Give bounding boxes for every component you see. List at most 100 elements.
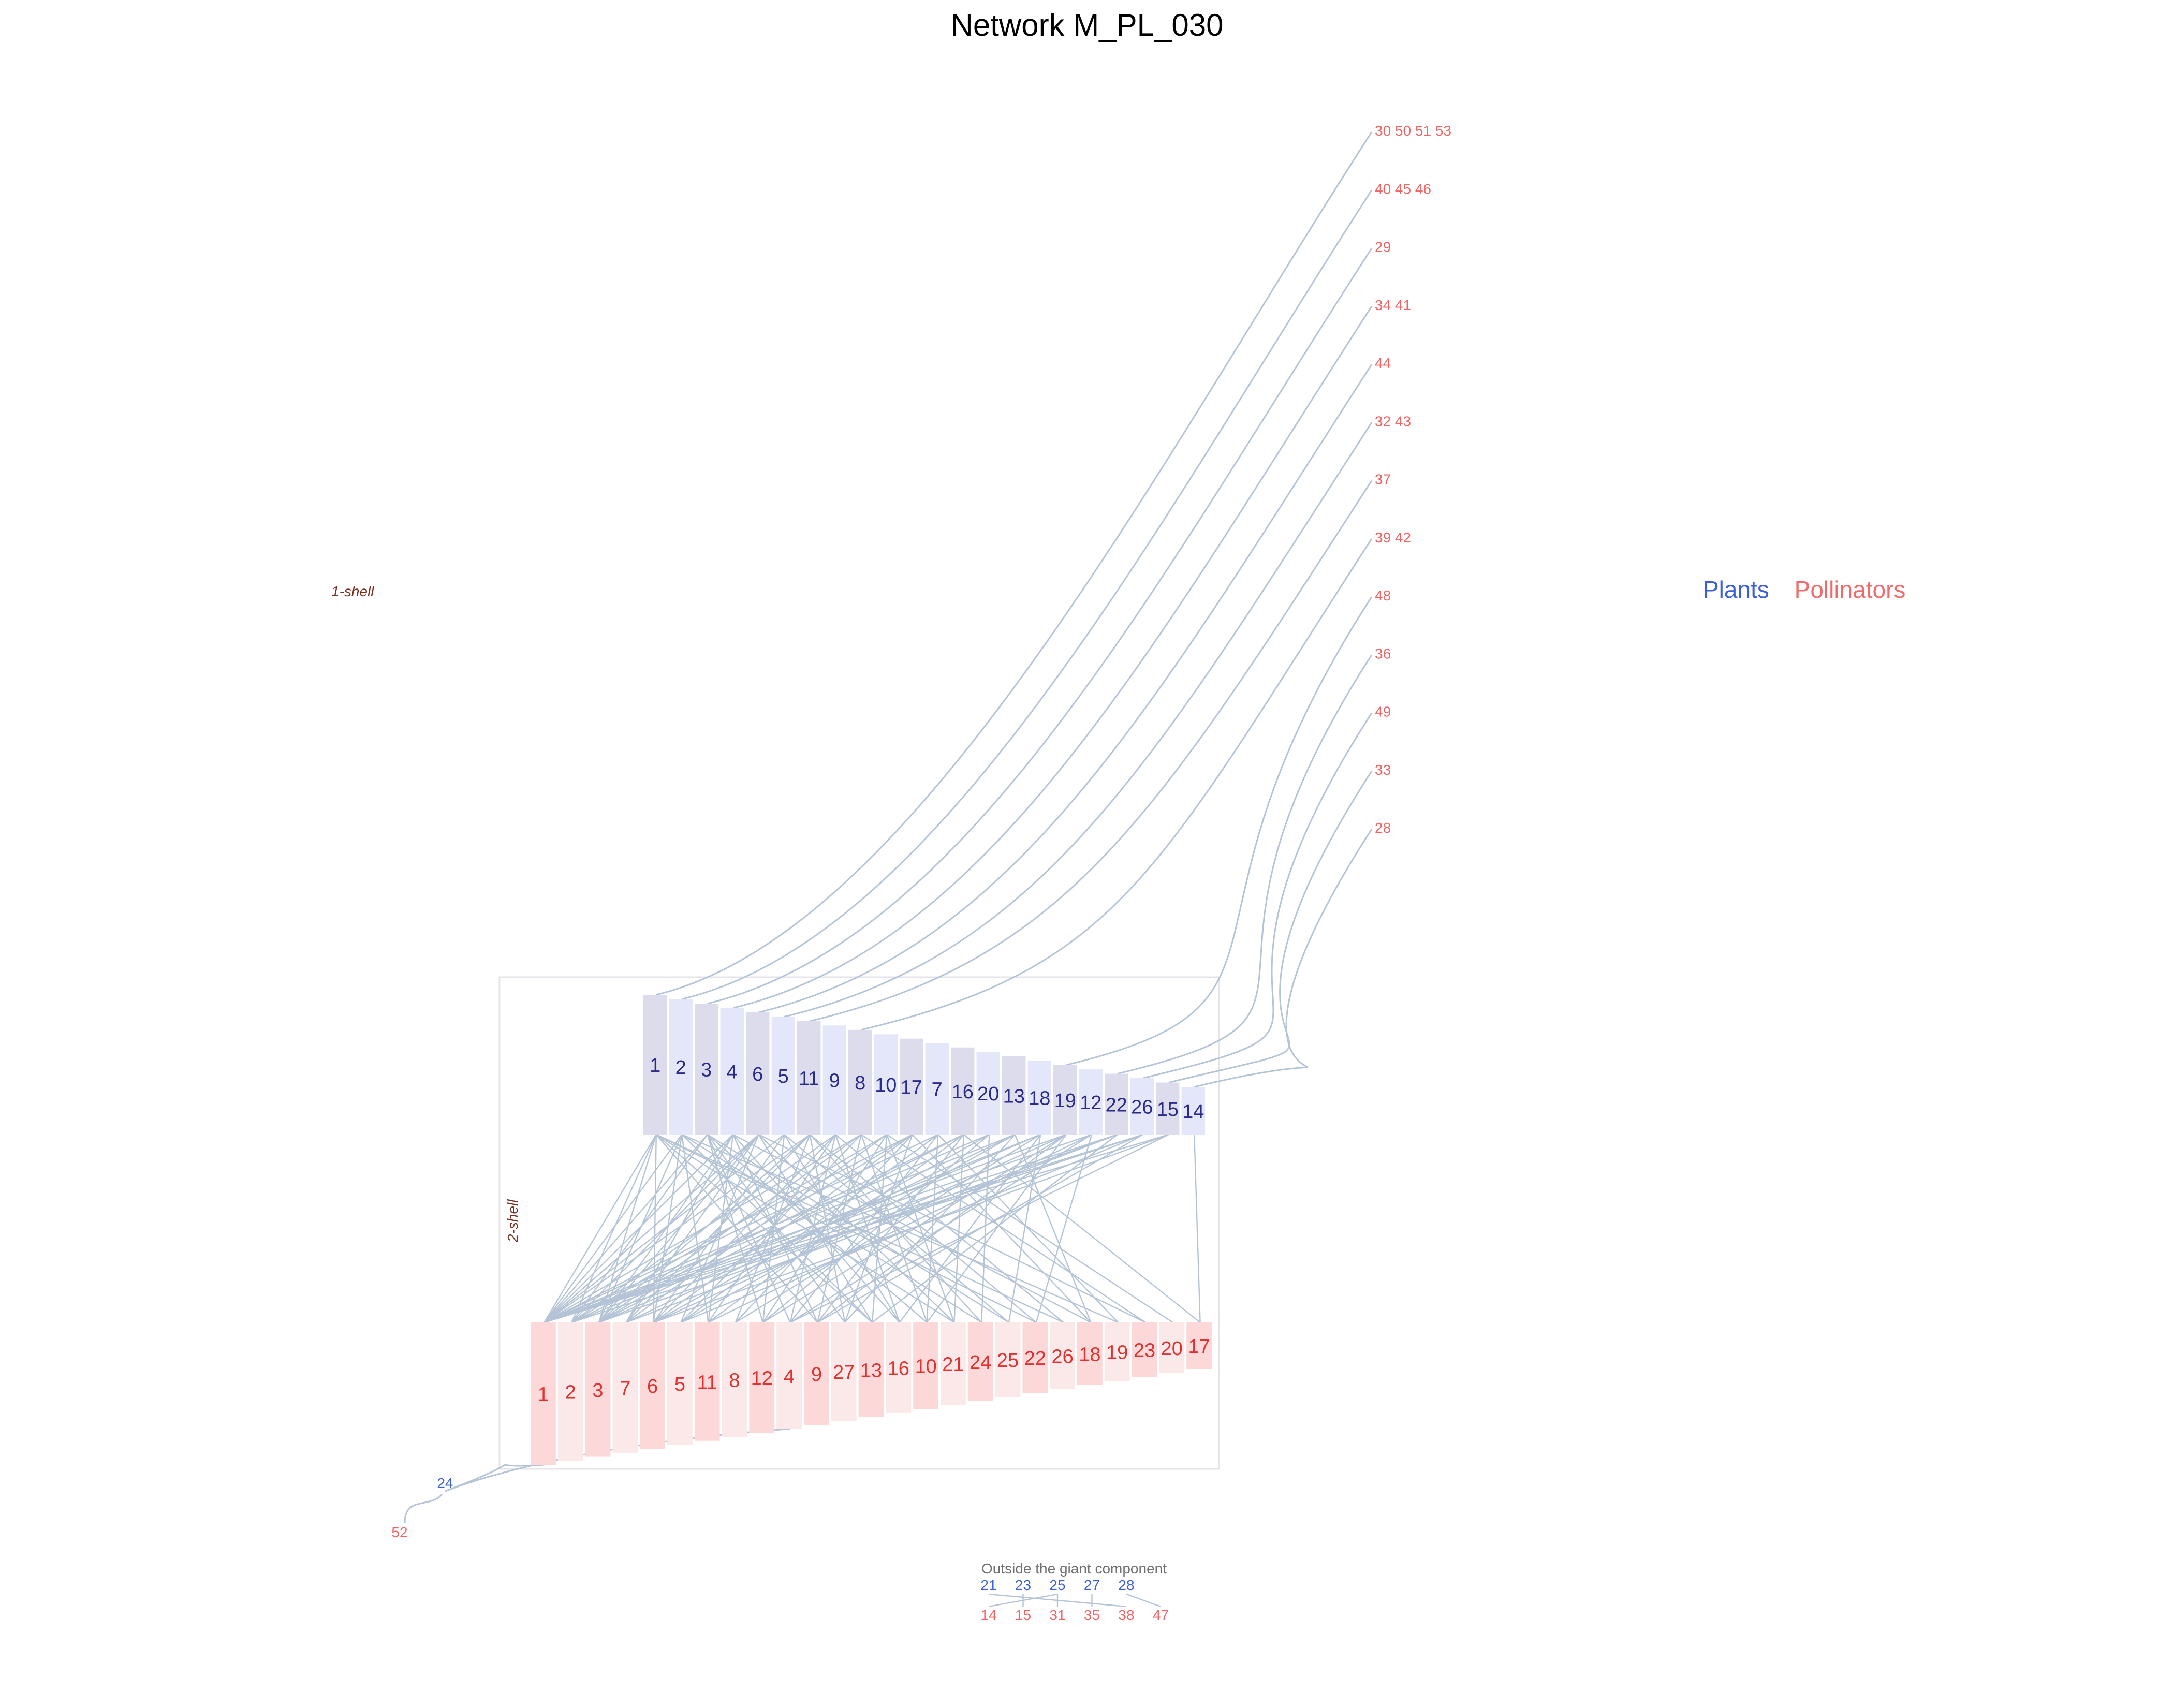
pollinator-label-18: 18 (1079, 1344, 1100, 1365)
pollinator-node-9 (804, 1322, 829, 1425)
pollinator-node-21 (941, 1322, 966, 1405)
core-link (835, 1134, 900, 1323)
legend-pollinators: Pollinators (1794, 576, 1906, 603)
core-link (544, 1133, 1092, 1323)
chain-plant-label: 24 (437, 1475, 453, 1491)
plant-node-5 (771, 1017, 795, 1135)
plant-label-12: 12 (1080, 1092, 1101, 1114)
outside-pollinator-label: 14 (980, 1607, 996, 1623)
core-link (809, 1134, 846, 1323)
pollinator-label-19: 19 (1106, 1342, 1128, 1364)
peripheral-link (1142, 712, 1373, 1079)
core-link (680, 1134, 862, 1323)
core-link (544, 1133, 990, 1323)
core-link (871, 1134, 888, 1323)
pollinator-label-23: 23 (1134, 1340, 1155, 1362)
peripheral-link (732, 305, 1373, 1009)
legend-plants: Plants (1703, 576, 1769, 603)
core-link (963, 1134, 1201, 1323)
core-link (817, 1134, 964, 1323)
peripheral-link (1066, 596, 1373, 1066)
shell-label-1: 1-shell (331, 583, 374, 599)
plant-node-13 (1002, 1056, 1026, 1135)
core-link (655, 1134, 818, 1323)
core-link (809, 1134, 982, 1323)
core-link (872, 1134, 1118, 1323)
core-link (732, 1134, 818, 1323)
peripheral-pollinator-label: 33 (1375, 762, 1391, 778)
pollinator-node-8 (722, 1322, 747, 1437)
outside-component-label: Outside the giant component (981, 1560, 1167, 1577)
core-link (680, 1133, 1016, 1323)
peripheral-pollinator-label: 28 (1375, 820, 1391, 836)
plant-label-5: 5 (778, 1066, 789, 1087)
peripheral-pollinator-label: 44 (1375, 355, 1391, 371)
pollinator-label-12: 12 (751, 1368, 773, 1390)
pollinator-label-16: 16 (888, 1358, 909, 1379)
pollinator-label-11: 11 (697, 1372, 717, 1393)
peripheral-link (1168, 770, 1373, 1083)
peripheral-pollinator-label: 39 42 (1375, 529, 1411, 546)
plant-node-14 (1181, 1087, 1205, 1135)
plant-node-17 (900, 1038, 923, 1135)
core-link (708, 1134, 734, 1323)
outside-plant-label: 27 (1084, 1577, 1100, 1593)
pollinator-label-6: 6 (647, 1376, 658, 1397)
core-link (626, 1133, 1118, 1323)
plant-node-3 (695, 1003, 718, 1135)
pollinator-node-6 (640, 1322, 665, 1449)
chain-pollinator-label: 52 (391, 1524, 407, 1540)
core-link (544, 1134, 708, 1323)
plant-label-9: 9 (829, 1070, 840, 1092)
pollinator-label-4: 4 (784, 1366, 795, 1388)
pollinator-label-3: 3 (592, 1380, 603, 1402)
core-link (708, 1134, 964, 1323)
peripheral-pollinator-label: 40 45 46 (1375, 181, 1431, 197)
core-link (758, 1133, 1146, 1323)
core-link (784, 1134, 1009, 1323)
outside-plant-label: 28 (1118, 1577, 1134, 1593)
core-link (681, 1134, 709, 1323)
plant-label-14: 14 (1182, 1101, 1204, 1123)
peripheral-link (656, 131, 1373, 996)
pollinator-node-5 (667, 1322, 693, 1445)
plant-label-8: 8 (855, 1072, 865, 1094)
core-link (544, 1134, 811, 1323)
pollinator-label-21: 21 (942, 1354, 964, 1376)
pollinator-node-11 (694, 1322, 720, 1441)
core-link (653, 1134, 913, 1323)
peripheral-pollinator-label: 32 43 (1375, 413, 1411, 429)
plant-label-26: 26 (1131, 1097, 1153, 1118)
pollinator-node-26 (1050, 1322, 1075, 1389)
core-link (598, 1133, 964, 1323)
pollinator-label-25: 25 (997, 1350, 1019, 1372)
plant-label-13: 13 (1003, 1085, 1025, 1107)
pollinator-label-9: 9 (811, 1364, 822, 1386)
pollinator-label-20: 20 (1161, 1338, 1183, 1360)
outside-link (988, 1593, 1058, 1608)
core-box (498, 976, 1220, 1470)
plant-node-8 (848, 1029, 872, 1135)
pollinator-node-24 (967, 1322, 993, 1401)
core-link (735, 1133, 1041, 1323)
core-link (544, 1133, 938, 1323)
peripheral-link (758, 364, 1373, 1013)
outside-pollinator-label: 35 (1084, 1607, 1100, 1623)
plant-node-20 (976, 1052, 1000, 1135)
core-link (789, 1134, 939, 1323)
core-link (544, 1134, 759, 1323)
outside-link (1126, 1593, 1161, 1608)
peripheral-link (784, 422, 1373, 1018)
pollinator-node-16 (886, 1322, 912, 1413)
core-link (544, 1133, 1016, 1323)
outside-pollinator-label: 47 (1153, 1607, 1169, 1623)
plant-node-19 (1053, 1065, 1077, 1135)
plant-label-7: 7 (932, 1079, 943, 1101)
peripheral-link (707, 247, 1373, 1005)
pollinator-node-19 (1104, 1322, 1130, 1381)
core-link (912, 1134, 1092, 1323)
pollinator-label-10: 10 (915, 1356, 936, 1378)
core-link (735, 1134, 811, 1323)
plant-node-2 (669, 999, 693, 1135)
core-link (598, 1134, 759, 1323)
